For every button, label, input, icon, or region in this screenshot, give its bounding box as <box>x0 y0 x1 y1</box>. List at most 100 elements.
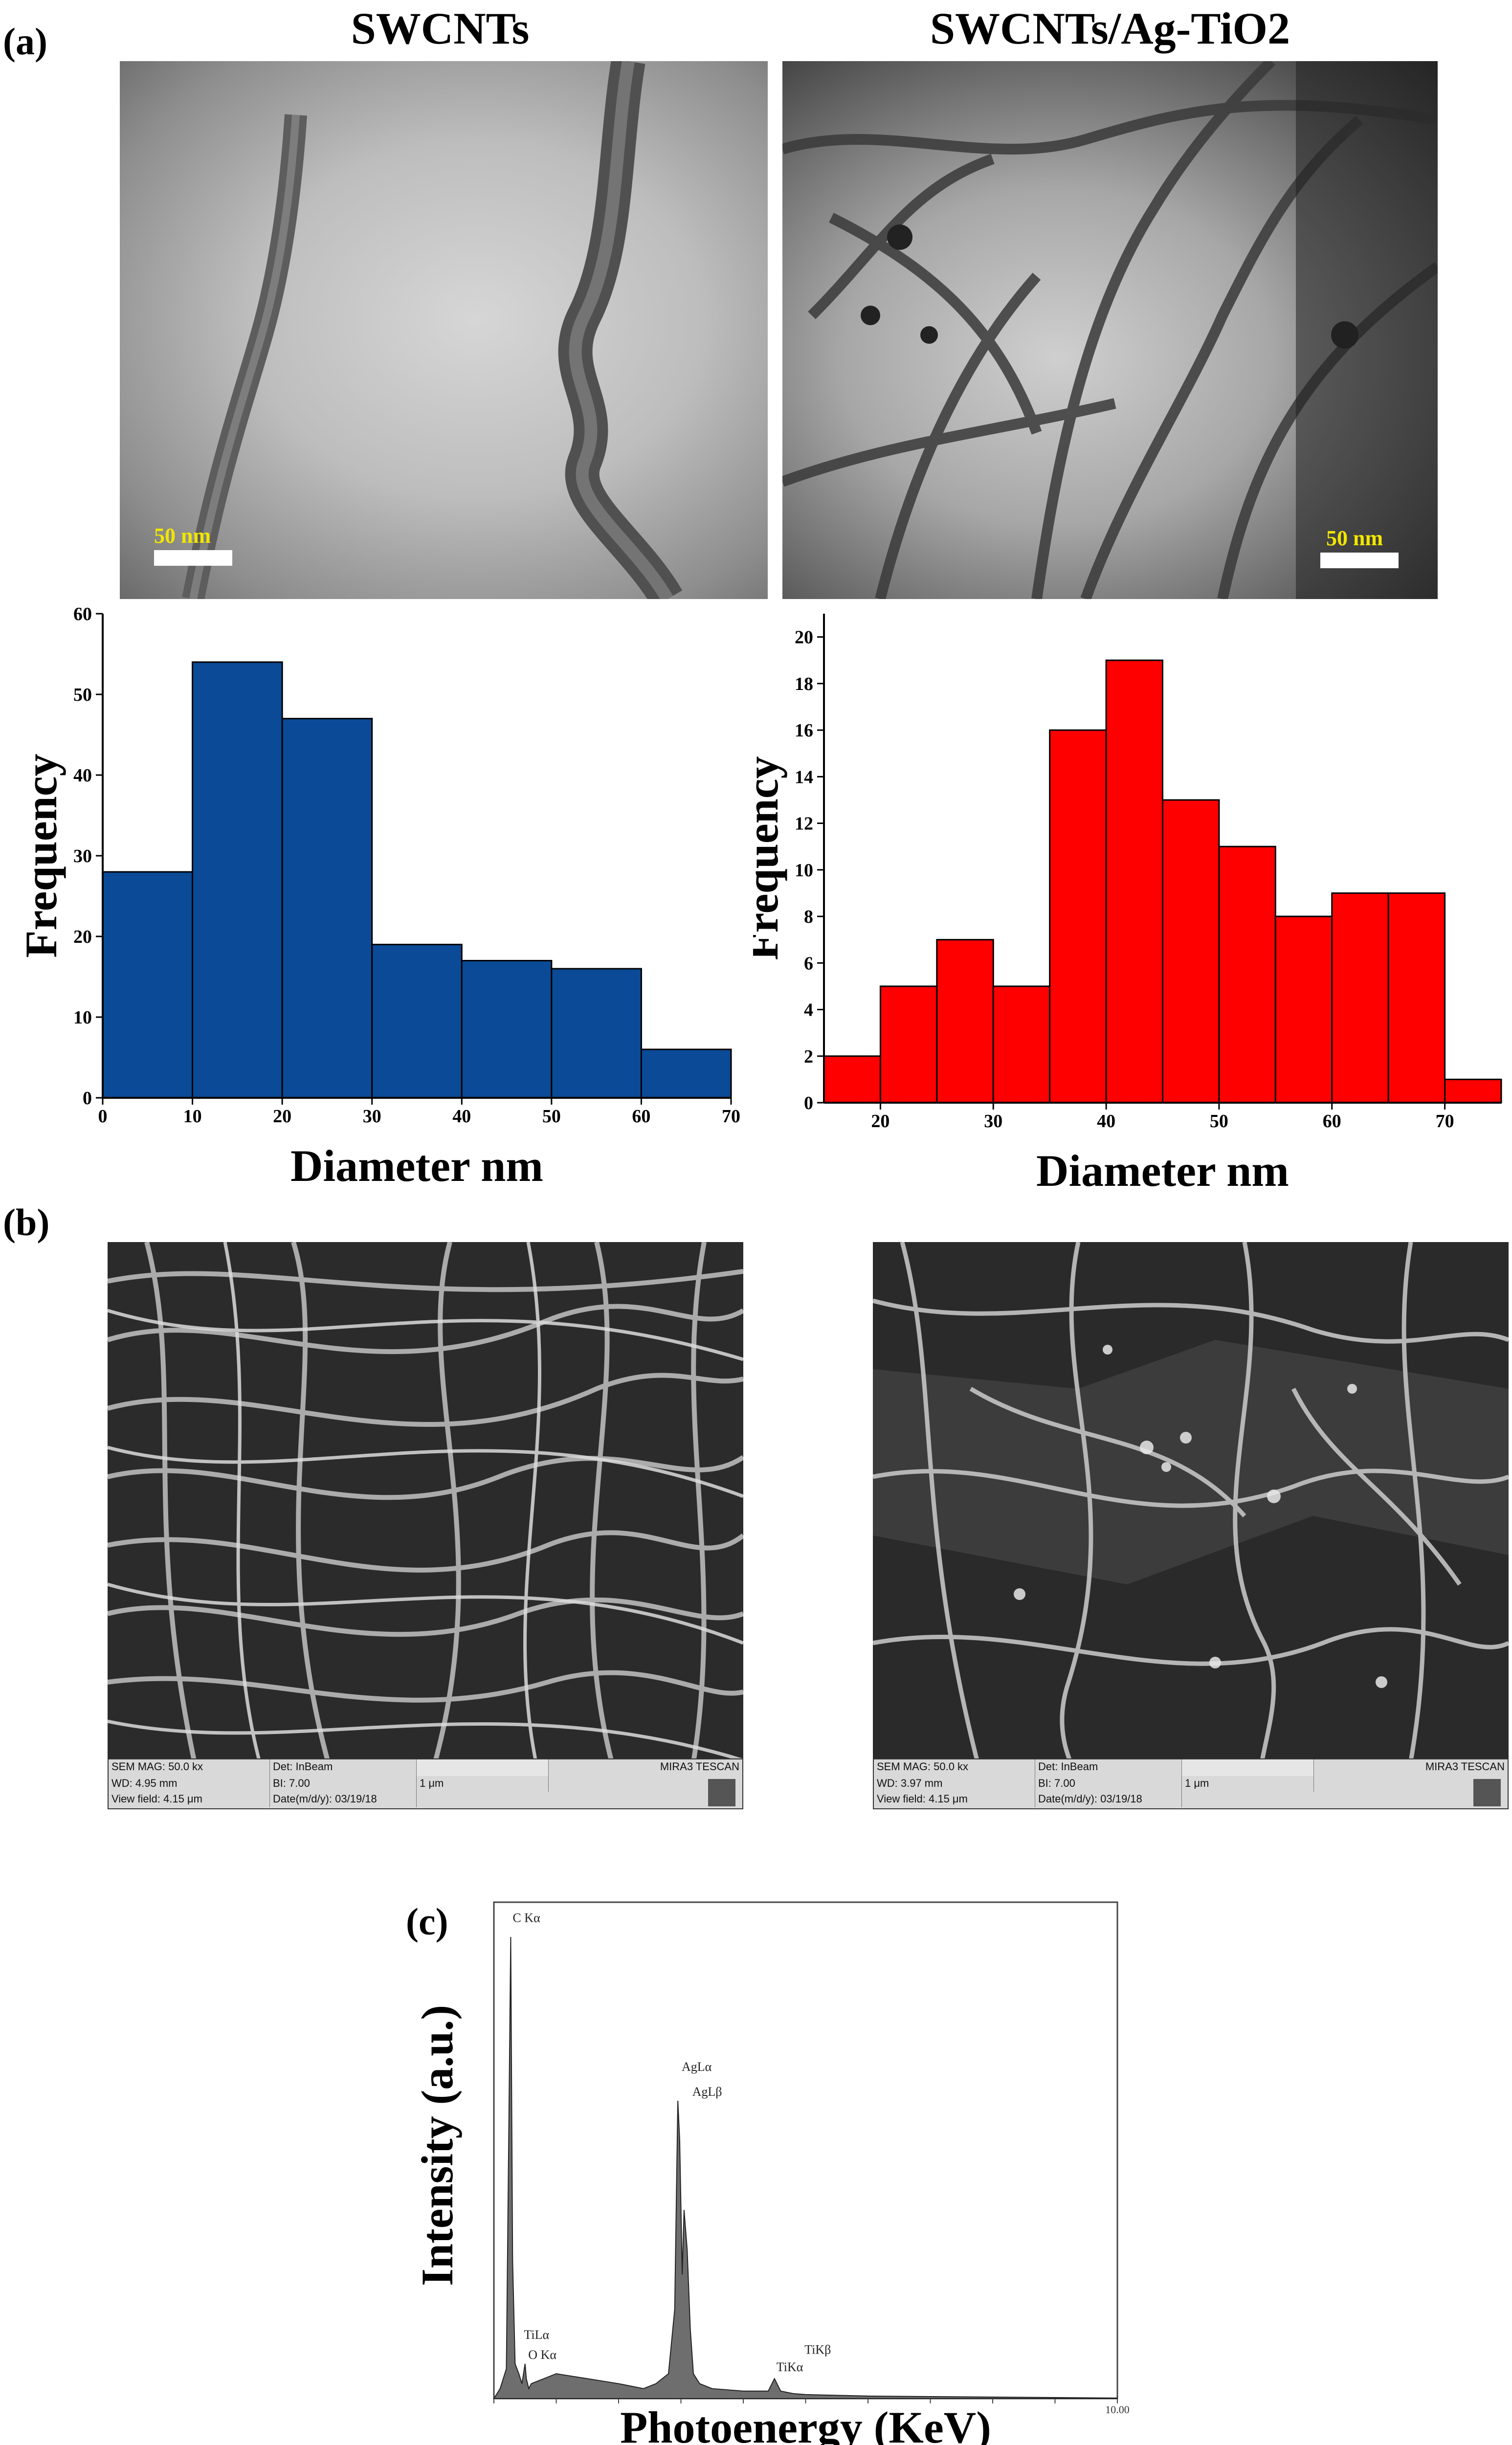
hist-swcnts-bar <box>551 968 642 1099</box>
sem-left-mag: SEM MAG: 50.0 kx <box>109 1759 270 1776</box>
sem-left-view-field: View field: 4.15 μm <box>109 1792 270 1807</box>
hist-ag-tio2-y-tick-label: 6 <box>804 953 813 974</box>
tem-right-scale-label: 50 nm <box>1326 526 1383 550</box>
tem-left-tubes <box>182 61 683 599</box>
eds-peak-label: AgLα <box>682 2060 712 2074</box>
hist-swcnts-x-tick-label: 0 <box>98 1106 108 1127</box>
hist-swcnts-bar <box>102 871 194 1099</box>
hist-swcnts-x-axis-label: Diameter nm <box>290 1141 543 1191</box>
tem-right-tubes <box>782 61 1438 599</box>
eds-peak-label: C Kα <box>512 1911 540 1925</box>
hist-ag-tio2-x-tick-label: 20 <box>871 1111 889 1132</box>
hist-ag-tio2-bar <box>992 985 1051 1104</box>
sem-left-scale: 1 μm <box>417 1776 549 1792</box>
hist-ag-tio2-y-axis-label: Frequency <box>753 756 787 960</box>
hist-swcnts-x-tick-label: 60 <box>632 1106 650 1127</box>
sem-left-date: Date(m/d/y): 03/19/18 <box>270 1792 417 1807</box>
sem-right-logo <box>1473 1779 1501 1806</box>
hist-ag-tio2-y-tick-label: 0 <box>804 1093 813 1113</box>
eds-peak-label: TiLα <box>524 2328 549 2342</box>
hist-swcnts-x-tick-label: 40 <box>452 1106 471 1127</box>
panel-a-label: (a) <box>3 20 47 63</box>
hist-swcnts-ag-tio2-plot: 20 30 40 50 60 70 0 2 4 6 8 10 12 14 16 18 20 Diameter nm… <box>753 614 1502 1196</box>
hist-ag-tio2-y-tick-label: 16 <box>795 720 813 741</box>
tem-left-scale-label: 50 nm <box>154 524 211 548</box>
eds-y-axis-label: Intensity (a.u.) <box>412 2005 462 2286</box>
sem-left-det: Det: InBeam <box>270 1759 417 1776</box>
sem-right-view-field: View field: 4.15 μm <box>874 1792 1035 1807</box>
hist-ag-tio2-bar <box>1387 892 1446 1104</box>
eds-x-end-label: 10.00 <box>1105 2403 1130 2416</box>
hist-ag-tio2-y-tick-label: 20 <box>795 627 813 648</box>
hist-ag-tio2-bar <box>1218 845 1276 1104</box>
sem-right-det: Det: InBeam <box>1035 1759 1182 1776</box>
hist-ag-tio2-bar <box>936 939 994 1104</box>
sem-right-ruler <box>1182 1759 1314 1776</box>
hist-ag-tio2-bar <box>1049 729 1107 1104</box>
panel-c-label: (c) <box>406 1900 448 1943</box>
sem-right-date: Date(m/d/y): 03/19/18 <box>1035 1792 1182 1807</box>
sem-left-ruler <box>417 1759 549 1776</box>
sem-image-swcnts-ag-tio2: SEM MAG: 50.0 kx Det: InBeam MIRA3 TESCA… <box>873 1242 1509 1809</box>
sem-right-fibers <box>873 1242 1509 1809</box>
hist-ag-tio2-bar <box>1331 892 1389 1104</box>
hist-swcnts-x-tick-label: 30 <box>363 1106 381 1127</box>
hist-ag-tio2-x-axis-label: Diameter nm <box>1036 1146 1289 1196</box>
hist-swcnts-x-tick-label: 20 <box>273 1106 291 1127</box>
hist-swcnts-bar <box>371 944 463 1099</box>
hist-swcnts-x-tick-label: 10 <box>183 1106 202 1127</box>
hist-swcnts-y-tick-label: 0 <box>83 1088 92 1109</box>
hist-swcnts-plot: 0 10 20 30 40 50 60 70 0 10 20 30 40 50 60 Diameter nm F… <box>16 606 740 1191</box>
eds-x-axis-label: Photoenergy (KeV) <box>620 2402 991 2445</box>
hist-ag-tio2-x-tick-label: 30 <box>984 1111 1002 1132</box>
sem-left-info-bar: SEM MAG: 50.0 kx Det: InBeam MIRA3 TESCA… <box>108 1758 743 1809</box>
hist-ag-tio2-x-tick-label: 40 <box>1097 1111 1115 1132</box>
hist-ag-tio2-y-tick-label: 18 <box>795 674 813 694</box>
hist-ag-tio2-bar <box>1105 659 1163 1104</box>
hist-ag-tio2-y-tick-label: 8 <box>804 907 813 927</box>
hist-swcnts-x-tick-label: 70 <box>722 1106 740 1127</box>
tem-image-swcnts: 50 nm <box>120 61 768 599</box>
sem-left-bi: BI: 7.00 <box>270 1776 417 1792</box>
hist-swcnts-bar <box>461 960 553 1099</box>
sem-left-brand: MIRA3 TESCAN <box>660 1760 739 1773</box>
sem-right-bi: BI: 7.00 <box>1035 1776 1182 1792</box>
tem-right-scalebar <box>1320 553 1399 568</box>
hist-ag-tio2-bar <box>879 985 938 1104</box>
sem-right-info-bar: SEM MAG: 50.0 kx Det: InBeam MIRA3 TESCA… <box>873 1758 1509 1809</box>
hist-swcnts-y-axis-label: Frequency <box>16 754 66 957</box>
tem-left-title: SWCNTs <box>351 3 530 53</box>
hist-ag-tio2-y-tick-label: 4 <box>804 1000 813 1021</box>
eds-spectrum-trace <box>493 1937 1118 2399</box>
hist-swcnts-y-tick-label: 20 <box>73 927 92 947</box>
hist-swcnts-y-tick-label: 60 <box>73 606 92 624</box>
hist-ag-tio2-x-tick-label: 70 <box>1436 1111 1454 1132</box>
sem-right-brand: MIRA3 TESCAN <box>1425 1760 1505 1773</box>
hist-ag-tio2-y-tick-label: 2 <box>804 1046 813 1067</box>
tem-left-scalebar <box>154 550 232 566</box>
hist-ag-tio2-y-tick-label: 14 <box>795 767 813 787</box>
hist-ag-tio2-y-tick-label: 12 <box>795 814 813 834</box>
eds-peak-label: O Kα <box>528 2348 556 2362</box>
sem-left-fibers <box>108 1242 743 1809</box>
eds-frame <box>493 1901 1118 2400</box>
hist-swcnts-bar <box>640 1048 732 1099</box>
hist-ag-tio2-bar <box>1444 1078 1502 1104</box>
hist-ag-tio2-x-tick-label: 50 <box>1210 1111 1228 1132</box>
hist-swcnts-ag-tio2-chart: 20 30 40 50 60 70 0 2 4 6 8 10 12 14 16 18 20 Diameter nm… <box>753 614 1502 1196</box>
hist-swcnts-y-tick-label: 30 <box>73 846 92 867</box>
sem-right-wd: WD: 3.97 mm <box>874 1776 1035 1792</box>
hist-swcnts-y-tick-label: 40 <box>73 765 92 786</box>
hist-swcnts-x-tick-label: 50 <box>542 1106 561 1127</box>
tem-image-swcnts-ag-tio2: 50 nm <box>782 61 1438 599</box>
eds-peak-label: AgLβ <box>692 2085 722 2099</box>
sem-right-scale: 1 μm <box>1182 1776 1314 1792</box>
hist-swcnts-bar <box>192 661 283 1099</box>
tem-right-title: SWCNTs/Ag-TiO2 <box>930 3 1290 53</box>
hist-swcnts-bar <box>281 718 373 1099</box>
eds-peak-label: TiKβ <box>804 2343 831 2357</box>
hist-ag-tio2-bar <box>823 1055 881 1104</box>
hist-ag-tio2-bar <box>1274 915 1333 1104</box>
eds-peak-label: TiKα <box>777 2360 803 2374</box>
